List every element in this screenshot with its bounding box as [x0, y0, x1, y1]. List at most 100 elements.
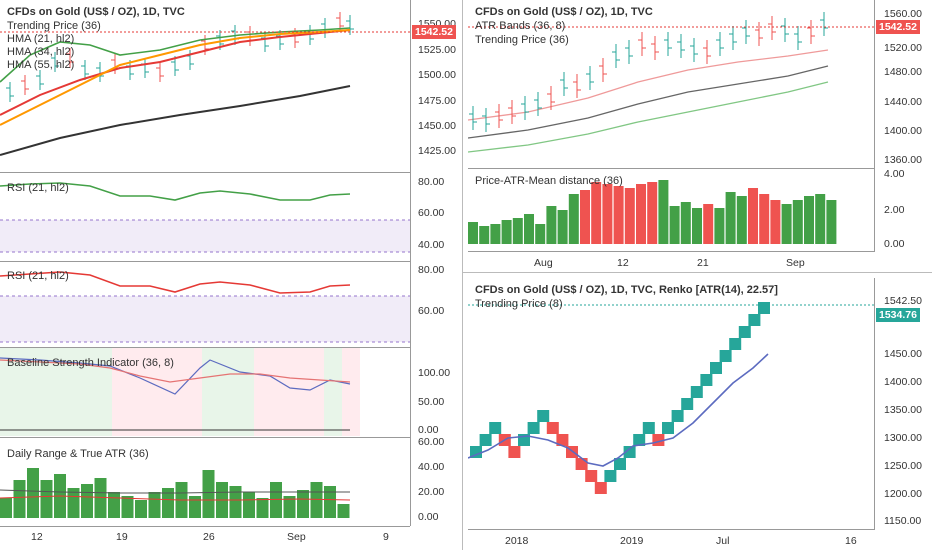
- renko-trending-price-line: [468, 353, 769, 467]
- renko-brick: [633, 434, 646, 446]
- x-tick: 12: [617, 257, 629, 269]
- dr-bar: [310, 482, 323, 518]
- dr-bar: [229, 486, 242, 518]
- trending-price-line: [0, 85, 351, 156]
- pane-divider: [0, 261, 410, 262]
- y-tick: 1500.00: [418, 69, 456, 81]
- y-tick: 1450.00: [418, 120, 456, 132]
- right-top-pam-pane[interactable]: Price-ATR-Mean distance (36): [468, 170, 874, 250]
- right-top-main-pane[interactable]: CFDs on Gold (US$ / OZ), 1D, TVC ATR Ban…: [468, 0, 874, 168]
- renko-brick: [585, 470, 598, 482]
- pam-bar: [479, 226, 490, 244]
- pam-bar: [501, 220, 512, 244]
- bsi-chart: [0, 348, 360, 436]
- x-tick: Sep: [786, 257, 805, 269]
- y-tick: 1525.00: [418, 44, 456, 56]
- x-tick: Aug: [534, 257, 553, 269]
- renko-axis-border: [874, 278, 875, 530]
- y-tick: 1450.00: [884, 348, 922, 360]
- dr-bar: [94, 478, 107, 518]
- dr-bar: [135, 500, 147, 518]
- renko-brick: [642, 422, 655, 434]
- renko-brick: [662, 422, 674, 434]
- left-main-pane[interactable]: CFDs on Gold (US$ / OZ), 1D, TVC Trendin…: [0, 0, 410, 172]
- pam-bar: [725, 192, 736, 244]
- true-atr-line: [0, 489, 350, 494]
- pane-divider: [0, 526, 410, 527]
- x-tick: 16: [845, 535, 857, 547]
- renko-brick: [575, 458, 588, 470]
- renko-brick: [748, 314, 761, 326]
- renko-brick: [681, 398, 694, 410]
- pam-bar: [714, 208, 725, 244]
- x-tick: 2018: [505, 535, 529, 547]
- y-tick: 60.00: [418, 305, 445, 317]
- right-top-axis-border: [874, 0, 875, 252]
- pam-label: Price-ATR-Mean distance (36): [475, 175, 623, 187]
- pane-divider: [0, 172, 410, 173]
- left-bsi-pane[interactable]: Baseline Strength Indicator (36, 8): [0, 348, 410, 436]
- renko-brick: [604, 470, 617, 482]
- pam-bar: [792, 200, 803, 244]
- dr-bar: [121, 496, 134, 518]
- renko-brick: [479, 434, 492, 446]
- price-tag: 1534.76: [876, 308, 920, 322]
- renko-brick: [690, 386, 703, 398]
- renko-brick: [470, 446, 482, 458]
- y-tick: 20.00: [418, 486, 445, 498]
- y-tick: 0.00: [418, 511, 439, 523]
- x-tick: 21: [697, 257, 709, 269]
- left-rsi1-pane[interactable]: RSI (21, hl2): [0, 174, 410, 260]
- pam-bar: [490, 224, 501, 244]
- legend-hma-34: HMA (34, hl2): [7, 46, 75, 58]
- pane-divider: [0, 437, 410, 438]
- dr-bar: [0, 498, 12, 518]
- rsi1-line: [0, 182, 351, 201]
- pam-bar: [736, 196, 747, 244]
- dr-bar: [67, 488, 80, 518]
- x-tick: 2019: [620, 535, 644, 547]
- x-tick: Sep: [287, 531, 306, 543]
- dr-bar: [27, 468, 39, 518]
- pam-bar: [636, 184, 646, 244]
- right-top-candles: [469, 12, 828, 132]
- y-tick: 80.00: [418, 176, 445, 188]
- rsi1-chart: [0, 182, 410, 253]
- legend-trending-price: Trending Price (36): [7, 20, 101, 32]
- dr-bar: [256, 498, 269, 518]
- pam-bar: [591, 182, 602, 244]
- y-tick: 40.00: [418, 461, 445, 473]
- x-tick: 19: [116, 531, 128, 543]
- hma-21-line: [0, 29, 351, 116]
- dr-chart: [0, 468, 351, 518]
- pam-bar: [826, 200, 837, 244]
- pam-bar: [624, 188, 635, 244]
- x-tick: 12: [31, 531, 43, 543]
- dr-bar: [108, 492, 120, 518]
- renko-brick: [729, 338, 742, 350]
- legend-atr-bands: ATR Bands (36, 8): [475, 20, 566, 32]
- hma-34-line: [0, 29, 351, 126]
- pam-bar: [692, 208, 702, 244]
- y-tick: 60.00: [418, 207, 445, 219]
- y-tick: 1560.00: [884, 8, 922, 20]
- y-tick: 1400.00: [884, 376, 922, 388]
- x-tick: 9: [383, 531, 389, 543]
- pam-chart: [468, 180, 837, 244]
- dr-bar: [337, 504, 350, 518]
- pam-bar: [748, 188, 758, 244]
- renko-bricks: [470, 302, 770, 494]
- left-rsi2-pane[interactable]: RSI (21, hl2): [0, 262, 410, 346]
- left-main-title: CFDs on Gold (US$ / OZ), 1D, TVC: [7, 6, 185, 18]
- renko-bottom-border: [468, 529, 874, 530]
- hma-55-line: [0, 27, 351, 83]
- pam-bar: [770, 200, 781, 244]
- pam-bar: [804, 196, 814, 244]
- renko-brick: [671, 410, 684, 422]
- atr-band-upper: [468, 49, 829, 121]
- pane-divider: [468, 168, 874, 169]
- dr-bar: [243, 492, 255, 518]
- renko-pane[interactable]: CFDs on Gold (US$ / OZ), 1D, TVC, Renko …: [468, 278, 874, 526]
- left-dr-pane[interactable]: Daily Range & True ATR (36): [0, 438, 410, 526]
- renko-title: CFDs on Gold (US$ / OZ), 1D, TVC, Renko …: [475, 284, 778, 296]
